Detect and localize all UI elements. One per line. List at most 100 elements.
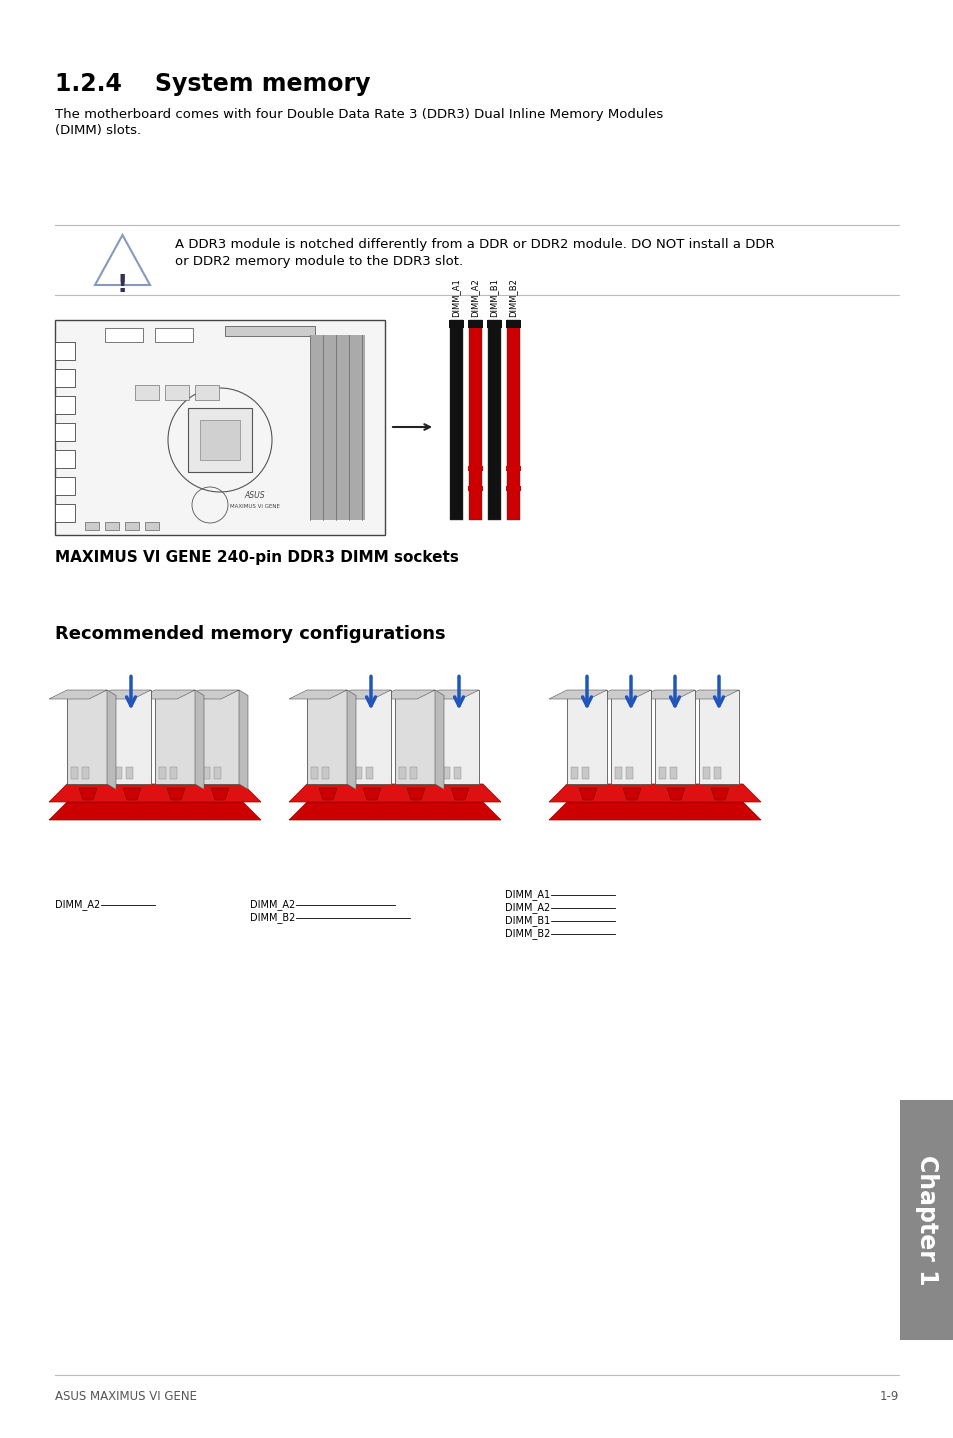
Bar — [55, 395, 75, 414]
Bar — [310, 335, 365, 521]
Polygon shape — [194, 690, 204, 789]
Bar — [454, 766, 460, 779]
Polygon shape — [655, 690, 695, 784]
Bar — [505, 486, 520, 490]
Polygon shape — [548, 690, 606, 699]
Polygon shape — [351, 690, 391, 784]
Polygon shape — [666, 788, 684, 800]
Polygon shape — [181, 690, 239, 699]
Bar — [126, 766, 132, 779]
Bar — [145, 522, 159, 531]
Polygon shape — [699, 690, 739, 784]
Polygon shape — [363, 788, 380, 800]
Bar — [615, 766, 621, 779]
Polygon shape — [107, 690, 116, 789]
Bar — [135, 385, 159, 400]
Polygon shape — [289, 802, 500, 820]
Bar — [398, 766, 406, 779]
Bar — [505, 466, 520, 472]
Polygon shape — [438, 690, 478, 784]
Text: ASUS: ASUS — [244, 490, 265, 499]
Bar — [713, 766, 720, 779]
Polygon shape — [622, 788, 640, 800]
Text: Recommended memory configurations: Recommended memory configurations — [55, 626, 445, 643]
Bar — [571, 766, 578, 779]
Text: A DDR3 module is notched differently from a DDR or DDR2 module. DO NOT install a: A DDR3 module is notched differently fro… — [174, 239, 774, 252]
Text: 1.2.4    System memory: 1.2.4 System memory — [55, 72, 370, 96]
Polygon shape — [49, 690, 107, 699]
Polygon shape — [376, 690, 435, 699]
Polygon shape — [49, 784, 261, 802]
Bar — [82, 766, 89, 779]
Polygon shape — [347, 690, 355, 789]
Polygon shape — [79, 788, 97, 800]
Bar — [203, 766, 210, 779]
Polygon shape — [123, 788, 141, 800]
Text: (DIMM) slots.: (DIMM) slots. — [55, 124, 141, 137]
Bar — [55, 370, 75, 387]
Bar — [468, 466, 482, 472]
Text: DIMM_B2: DIMM_B2 — [508, 278, 517, 316]
Polygon shape — [578, 788, 597, 800]
Bar — [55, 503, 75, 522]
Polygon shape — [420, 690, 478, 699]
Text: Chapter 1: Chapter 1 — [914, 1155, 938, 1286]
Bar — [170, 766, 177, 779]
Text: !: ! — [116, 273, 128, 298]
Polygon shape — [318, 788, 336, 800]
Bar — [200, 420, 240, 460]
Bar — [659, 766, 665, 779]
Polygon shape — [111, 690, 151, 784]
Polygon shape — [137, 690, 194, 699]
Polygon shape — [92, 690, 151, 699]
Bar — [125, 522, 139, 531]
Bar — [488, 321, 500, 521]
Text: DIMM_B2: DIMM_B2 — [504, 929, 550, 939]
Text: MAXIMUS VI GENE: MAXIMUS VI GENE — [230, 503, 279, 509]
Bar — [450, 321, 462, 521]
Bar — [486, 321, 501, 328]
Bar — [468, 486, 482, 490]
Polygon shape — [307, 690, 347, 784]
Bar — [55, 423, 75, 441]
Text: DIMM_B1: DIMM_B1 — [504, 916, 550, 926]
Polygon shape — [593, 690, 650, 699]
Text: DIMM_A2: DIMM_A2 — [55, 900, 100, 910]
Polygon shape — [610, 690, 650, 784]
Text: DIMM_A1: DIMM_A1 — [451, 278, 460, 316]
Bar — [669, 766, 677, 779]
Text: ASUS MAXIMUS VI GENE: ASUS MAXIMUS VI GENE — [55, 1391, 196, 1403]
Polygon shape — [211, 788, 229, 800]
Bar — [469, 321, 481, 521]
Bar — [366, 766, 373, 779]
Bar — [225, 326, 314, 336]
Polygon shape — [407, 788, 424, 800]
Bar — [625, 766, 633, 779]
Bar — [442, 766, 450, 779]
Polygon shape — [154, 690, 194, 784]
Text: The motherboard comes with four Double Data Rate 3 (DDR3) Dual Inline Memory Mod: The motherboard comes with four Double D… — [55, 108, 662, 121]
Polygon shape — [435, 690, 443, 789]
Polygon shape — [49, 802, 261, 820]
Bar — [165, 385, 189, 400]
Polygon shape — [451, 788, 469, 800]
Bar — [311, 766, 317, 779]
Bar — [159, 766, 166, 779]
Polygon shape — [395, 690, 435, 784]
Bar — [410, 766, 416, 779]
Polygon shape — [548, 802, 760, 820]
Polygon shape — [289, 690, 347, 699]
Bar — [105, 328, 143, 342]
Bar — [85, 522, 99, 531]
Bar — [355, 766, 361, 779]
Bar — [194, 385, 219, 400]
Text: DIMM_A2: DIMM_A2 — [250, 900, 294, 910]
Bar — [188, 408, 252, 472]
Bar — [899, 1100, 953, 1340]
Text: DIMM_B1: DIMM_B1 — [489, 278, 498, 316]
Polygon shape — [199, 690, 239, 784]
Text: or DDR2 memory module to the DDR3 slot.: or DDR2 memory module to the DDR3 slot. — [174, 255, 462, 267]
Polygon shape — [67, 690, 107, 784]
Polygon shape — [710, 788, 728, 800]
Bar — [581, 766, 588, 779]
